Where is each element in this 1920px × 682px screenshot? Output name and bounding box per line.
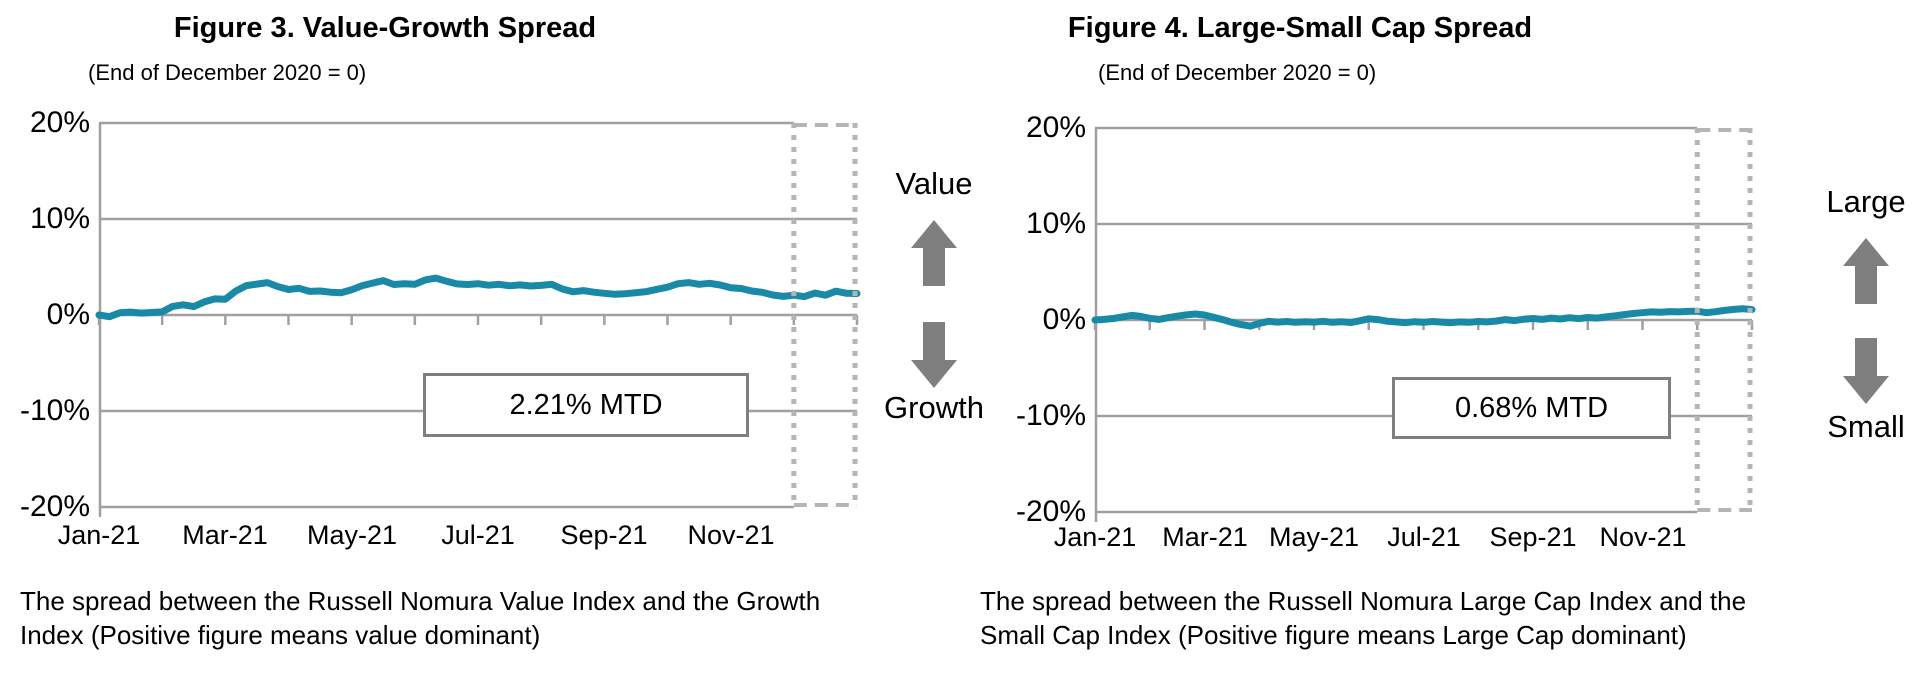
mtd-annotation-text: 0.68% MTD bbox=[1454, 391, 1609, 424]
caption-line: Small Cap Index (Positive figure means L… bbox=[980, 620, 1687, 650]
figure4-subtitle: (End of December 2020 = 0) bbox=[1098, 60, 1377, 85]
x-tick-label: Sep-21 bbox=[1489, 522, 1577, 552]
direction-up-label: Value bbox=[895, 166, 973, 201]
up-arrow-icon bbox=[1843, 238, 1889, 304]
caption-line: Index (Positive figure means value domin… bbox=[20, 620, 541, 650]
y-tick-label: 0% bbox=[1042, 303, 1086, 336]
caption-line: The spread between the Russell Nomura Va… bbox=[20, 586, 821, 616]
x-tick-label: Jul-21 bbox=[1387, 522, 1461, 552]
down-arrow-icon bbox=[911, 322, 957, 388]
y-tick-label: -10% bbox=[1015, 399, 1086, 432]
y-tick-label: 10% bbox=[1025, 207, 1086, 240]
figure4-title: Figure 4. Large-Small Cap Spread bbox=[1067, 12, 1533, 44]
x-tick-label: Jul-21 bbox=[441, 520, 515, 550]
value-growth-line-chart bbox=[95, 121, 861, 517]
figure3-subtitle: (End of December 2020 = 0) bbox=[88, 60, 367, 85]
x-tick-label: May-21 bbox=[1268, 522, 1360, 552]
y-tick-label: -20% bbox=[19, 490, 90, 523]
x-tick-label: Jan-21 bbox=[57, 520, 141, 550]
direction-up-label: Large bbox=[1826, 184, 1906, 219]
y-tick-label: 20% bbox=[29, 106, 90, 139]
y-tick-label: 10% bbox=[29, 202, 90, 235]
x-tick-label: Nov-21 bbox=[1599, 522, 1687, 552]
direction-down-label: Growth bbox=[884, 390, 984, 425]
up-arrow-icon bbox=[911, 220, 957, 286]
direction-down-label: Small bbox=[1827, 409, 1905, 444]
down-arrow-icon bbox=[1843, 338, 1889, 404]
figure3-title: Figure 3. Value-Growth Spread bbox=[173, 12, 597, 44]
mtd-annotation-box: 2.21% MTD bbox=[423, 373, 749, 437]
x-tick-label: May-21 bbox=[306, 520, 398, 550]
x-tick-label: Nov-21 bbox=[687, 520, 775, 550]
mtd-annotation-text: 2.21% MTD bbox=[509, 388, 663, 421]
x-tick-label: Sep-21 bbox=[560, 520, 648, 550]
large-small-line-chart bbox=[1091, 126, 1756, 522]
figure4-caption: The spread between the Russell Nomura La… bbox=[980, 584, 1860, 652]
y-tick-label: 20% bbox=[1025, 111, 1086, 144]
y-tick-label: -20% bbox=[1015, 495, 1086, 528]
y-tick-label: 0% bbox=[46, 298, 90, 331]
x-tick-label: Jan-21 bbox=[1053, 522, 1137, 552]
mtd-annotation-box: 0.68% MTD bbox=[1392, 377, 1671, 439]
figure3-caption: The spread between the Russell Nomura Va… bbox=[20, 584, 880, 652]
y-tick-label: -10% bbox=[19, 394, 90, 427]
x-tick-label: Mar-21 bbox=[182, 520, 268, 550]
x-tick-label: Mar-21 bbox=[1162, 522, 1248, 552]
caption-line: The spread between the Russell Nomura La… bbox=[980, 586, 1747, 616]
